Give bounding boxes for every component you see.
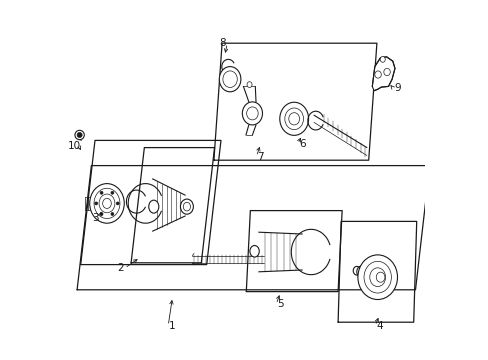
Ellipse shape xyxy=(380,57,385,62)
Ellipse shape xyxy=(100,212,103,215)
Text: 6: 6 xyxy=(298,139,305,149)
Ellipse shape xyxy=(183,202,190,211)
Ellipse shape xyxy=(383,68,389,76)
Ellipse shape xyxy=(246,107,258,120)
Ellipse shape xyxy=(249,246,259,257)
Text: 10: 10 xyxy=(68,141,81,151)
Text: 5: 5 xyxy=(277,299,283,309)
Ellipse shape xyxy=(111,192,114,194)
Ellipse shape xyxy=(89,184,124,223)
Ellipse shape xyxy=(279,102,308,135)
Ellipse shape xyxy=(223,71,237,87)
Ellipse shape xyxy=(288,113,299,125)
Ellipse shape xyxy=(352,266,360,275)
Ellipse shape xyxy=(100,192,103,194)
Ellipse shape xyxy=(180,199,193,214)
Text: 1: 1 xyxy=(169,321,176,331)
Ellipse shape xyxy=(102,198,111,208)
Text: 3: 3 xyxy=(92,213,98,223)
Ellipse shape xyxy=(284,108,303,130)
Ellipse shape xyxy=(357,255,397,300)
Text: 4: 4 xyxy=(375,321,382,331)
Text: 9: 9 xyxy=(393,83,400,93)
Ellipse shape xyxy=(77,132,82,138)
Ellipse shape xyxy=(94,188,120,219)
Ellipse shape xyxy=(246,82,251,87)
Ellipse shape xyxy=(95,202,98,205)
Ellipse shape xyxy=(375,272,384,282)
Ellipse shape xyxy=(75,130,84,140)
Ellipse shape xyxy=(111,212,114,215)
Ellipse shape xyxy=(99,194,115,213)
Ellipse shape xyxy=(116,202,119,205)
Text: 8: 8 xyxy=(219,38,226,48)
Ellipse shape xyxy=(374,71,381,78)
Ellipse shape xyxy=(369,268,385,287)
Ellipse shape xyxy=(148,200,159,213)
Ellipse shape xyxy=(363,261,390,293)
Ellipse shape xyxy=(219,67,241,92)
Text: 2: 2 xyxy=(117,263,123,273)
Polygon shape xyxy=(371,57,394,91)
Text: 7: 7 xyxy=(257,152,264,162)
Ellipse shape xyxy=(242,102,262,125)
